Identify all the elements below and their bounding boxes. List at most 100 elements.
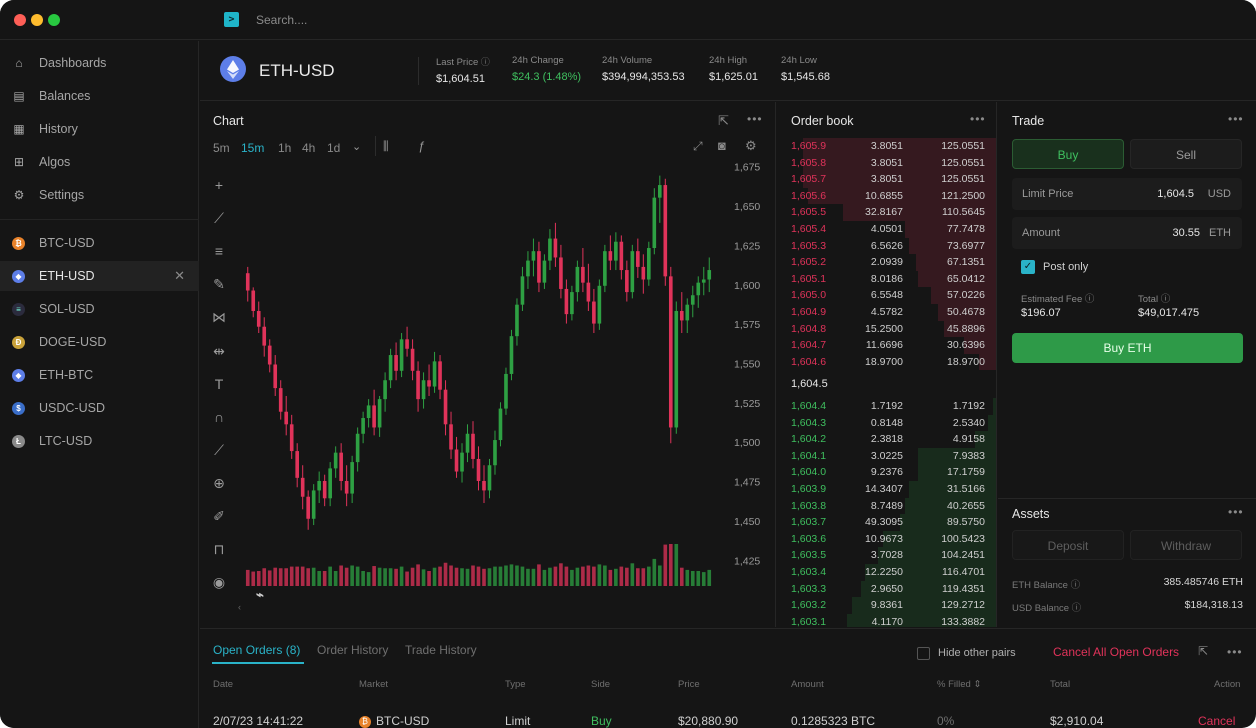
ask-row[interactable]: 1,604.7 11.6696 30.6396 xyxy=(777,337,996,354)
bid-row[interactable]: 1,603.1 4.1170 133.3882 xyxy=(777,613,996,627)
text-icon[interactable]: T xyxy=(214,376,224,392)
chevron-down-icon[interactable]: ⌄ xyxy=(352,141,362,153)
limit-price-field[interactable]: Limit Price 1,604.5 USD xyxy=(1012,178,1242,210)
bid-row[interactable]: 1,603.9 14.3407 31.5166 xyxy=(777,481,996,498)
volume-bar xyxy=(564,566,569,586)
bid-row[interactable]: 1,603.6 10.9673 100.5423 xyxy=(777,530,996,548)
sidebar-pair-usdc-usd[interactable]: $ USDC-USD xyxy=(0,393,199,423)
price-chart[interactable]: 1,675 1,650 1,625 1,600 1,575 1,550 1,525 1,500… xyxy=(200,137,776,627)
ask-row[interactable]: 1,605.5 32.8167 110.5645 xyxy=(777,204,996,221)
ask-row[interactable]: 1,605.6 10.6855 121.2500 xyxy=(777,187,996,205)
sidebar-item-history[interactable]: ▦ History xyxy=(0,114,199,144)
post-only-checkbox[interactable]: ✓ xyxy=(1021,260,1035,274)
bid-row[interactable]: 1,603.8 8.7489 40.2655 xyxy=(777,497,996,515)
popout-icon[interactable]: ⇱ xyxy=(718,113,729,128)
col-filled[interactable]: % Filled ⇕ xyxy=(937,679,982,690)
timeframe-1d[interactable]: 1d xyxy=(327,141,341,155)
buy-eth-button[interactable]: Buy ETH xyxy=(1012,333,1243,363)
ask-row[interactable]: 1,605.8 3.8051 125.0551 xyxy=(777,154,996,172)
maximize-window-button[interactable] xyxy=(48,14,60,26)
sidebar-item-dashboards[interactable]: ⌂ Dashboards xyxy=(0,48,199,78)
ask-row[interactable]: 1,605.7 3.8051 125.0551 xyxy=(777,171,996,188)
sidebar-pair-btc-usd[interactable]: ₿ BTC-USD xyxy=(0,228,199,258)
search-input[interactable]: Search.... xyxy=(256,13,308,27)
lock-icon[interactable]: ⊓ xyxy=(213,541,225,557)
ask-row[interactable]: 1,605.3 6.5626 73.6977 xyxy=(777,237,996,255)
timeframe-15m[interactable]: 15m xyxy=(241,141,265,155)
sidebar-item-settings[interactable]: ⚙ Settings xyxy=(0,180,199,210)
bid-row[interactable]: 1,604.2 2.3818 4.9158 xyxy=(777,431,996,448)
bid-row[interactable]: 1,604.1 3.0225 7.9383 xyxy=(777,447,996,465)
tab-open-orders[interactable]: Open Orders (8) xyxy=(213,643,301,657)
sell-tab-button[interactable]: Sell xyxy=(1130,139,1242,169)
more-icon[interactable]: ••• xyxy=(1228,505,1244,519)
volume-bar xyxy=(245,569,250,586)
tab-trade-history[interactable]: Trade History xyxy=(405,643,477,657)
minimize-window-button[interactable] xyxy=(31,14,43,26)
volume-bar xyxy=(355,566,360,586)
timeframe-5m[interactable]: 5m xyxy=(213,141,230,155)
fib-icon[interactable]: ≡ xyxy=(214,243,224,259)
sidebar-pair-ltc-usd[interactable]: Ł LTC-USD xyxy=(0,426,199,456)
ask-row[interactable]: 1,605.4 4.0501 77.7478 xyxy=(777,221,996,238)
close-window-button[interactable] xyxy=(14,14,26,26)
close-icon[interactable]: ✕ xyxy=(174,268,185,283)
brush-icon[interactable]: ✎ xyxy=(213,276,225,292)
ruler-icon[interactable]: ⟋ xyxy=(214,442,224,458)
amount-field[interactable]: Amount 30.55 ETH xyxy=(1012,217,1242,249)
ask-row[interactable]: 1,605.0 6.5548 57.0226 xyxy=(777,287,996,304)
ask-row[interactable]: 1,604.9 4.5782 50.4678 xyxy=(777,304,996,321)
ask-row[interactable]: 1,604.6 18.9700 18.9700 xyxy=(777,353,996,371)
stat-24h-volume: 24h Volume $394,994,353.53 xyxy=(602,55,685,83)
bid-row[interactable]: 1,603.5 3.7028 104.2451 xyxy=(777,547,996,564)
total-label: Total ⓘ xyxy=(1138,294,1171,305)
trendline-icon[interactable]: ⟋ xyxy=(214,210,224,226)
bid-row[interactable]: 1,603.2 9.8361 129.2712 xyxy=(777,597,996,614)
candle-body xyxy=(273,364,278,389)
sidebar-item-algos[interactable]: ⊞ Algos xyxy=(0,147,199,177)
bid-row[interactable]: 1,603.4 12.2250 116.4701 xyxy=(777,564,996,581)
tab-order-history[interactable]: Order History xyxy=(317,643,389,657)
more-icon[interactable]: ••• xyxy=(970,112,986,126)
zoom-icon[interactable]: ⊕ xyxy=(213,475,225,491)
ask-row[interactable]: 1,604.8 15.2500 45.8896 xyxy=(777,320,996,338)
more-icon[interactable]: ••• xyxy=(1228,112,1244,126)
sidebar-pair-eth-usd[interactable]: ◆ ETH-USD ✕ xyxy=(0,261,199,291)
projection-icon[interactable]: ⇹ xyxy=(213,343,225,359)
magnet-icon[interactable]: ∩ xyxy=(213,409,225,425)
collapse-toolbar-icon[interactable]: ‹ xyxy=(238,602,241,612)
more-icon[interactable]: ••• xyxy=(747,112,763,126)
camera-icon[interactable]: ◙ xyxy=(718,138,726,153)
more-icon[interactable]: ••• xyxy=(1227,645,1243,659)
sidebar-pair-eth-btc[interactable]: ◆ ETH-BTC xyxy=(0,360,199,390)
popout-icon[interactable]: ⇱ xyxy=(1198,644,1209,658)
indicators-icon[interactable]: ƒ xyxy=(418,139,425,153)
sidebar-pair-doge-usd[interactable]: Ð DOGE-USD xyxy=(0,327,199,357)
ask-row[interactable]: 1,605.1 8.0186 65.0412 xyxy=(777,270,996,288)
cancel-all-button[interactable]: Cancel All Open Orders xyxy=(1053,645,1180,659)
crosshair-icon[interactable]: + xyxy=(214,177,224,193)
ask-row[interactable]: 1,605.2 2.0939 67.1351 xyxy=(777,254,996,271)
withdraw-button[interactable]: Withdraw xyxy=(1130,530,1242,560)
bid-row[interactable]: 1,603.7 49.3095 89.5750 xyxy=(777,514,996,531)
candles-icon[interactable]: ⫼ xyxy=(383,139,389,153)
timeframe-4h[interactable]: 4h xyxy=(302,141,316,155)
eye-icon[interactable]: ◉ xyxy=(212,574,226,590)
hide-pairs-checkbox[interactable] xyxy=(917,647,930,660)
gear-icon[interactable]: ⚙ xyxy=(745,138,757,153)
lock-drawing-icon[interactable]: ✐ xyxy=(213,508,225,524)
bid-row[interactable]: 1,604.0 9.2376 17.1759 xyxy=(777,464,996,481)
buy-tab-button[interactable]: Buy xyxy=(1012,139,1124,169)
bid-row[interactable]: 1,603.3 2.9650 119.4351 xyxy=(777,580,996,598)
bid-row[interactable]: 1,604.4 1.7192 1.7192 xyxy=(777,398,996,415)
sidebar-item-balances[interactable]: ▤ Balances xyxy=(0,81,199,111)
ask-row[interactable]: 1,605.9 3.8051 125.0551 xyxy=(777,138,996,155)
cancel-order-button[interactable]: Cancel xyxy=(1198,714,1236,728)
bid-row[interactable]: 1,604.3 0.8148 2.5340 xyxy=(777,414,996,432)
sidebar-pair-sol-usd[interactable]: ≡ SOL-USD xyxy=(0,294,199,324)
timeframe-1h[interactable]: 1h xyxy=(278,141,292,155)
candle-body xyxy=(581,266,585,283)
fullscreen-icon[interactable]: ⤢ xyxy=(693,139,703,153)
deposit-button[interactable]: Deposit xyxy=(1012,530,1124,560)
pattern-icon[interactable]: ⋈ xyxy=(212,309,226,325)
